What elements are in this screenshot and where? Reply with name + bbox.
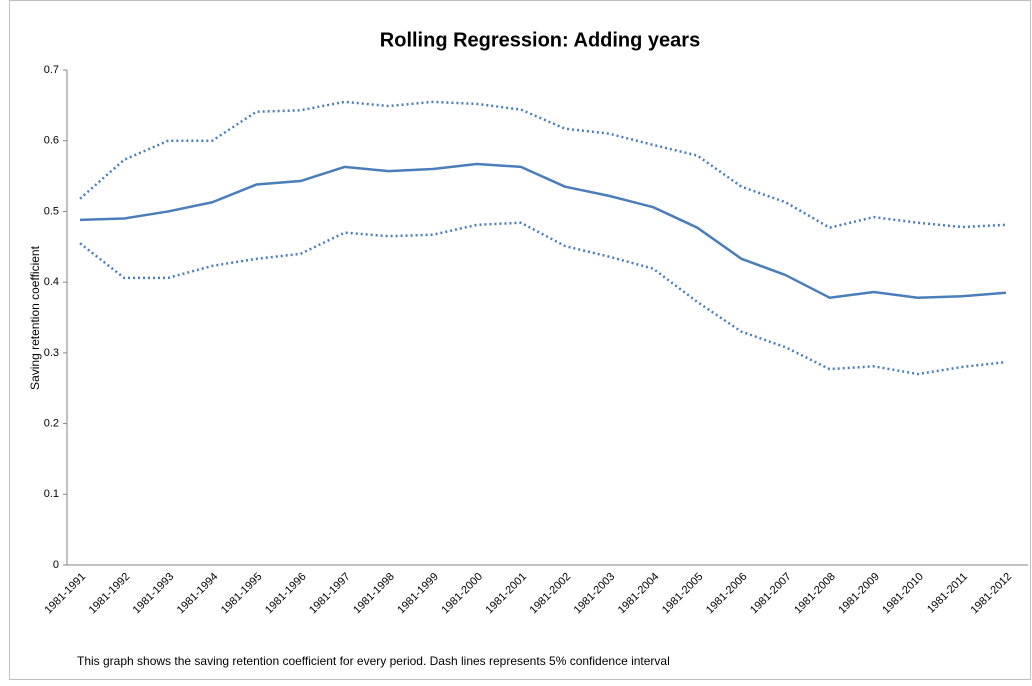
footnote: This graph shows the saving retention co… — [77, 654, 670, 668]
y-tick-label: 0.2 — [44, 417, 59, 429]
y-tick-label: 0 — [53, 559, 59, 571]
y-tick-label: 0.1 — [44, 488, 59, 500]
series-line — [79, 162, 1007, 299]
series-line — [79, 221, 1007, 376]
chart-frame — [9, 0, 1031, 680]
y-tick-label: 0.3 — [44, 347, 59, 359]
y-tick-label: 0.7 — [44, 64, 59, 76]
y-tick-label: 0.5 — [44, 205, 59, 217]
chart-title: Rolling Regression: Adding years — [380, 29, 700, 51]
y-tick-label: 0.4 — [44, 276, 59, 288]
y-tick-label: 0.6 — [44, 135, 59, 147]
y-axis-label: Saving retention coefficient — [28, 245, 42, 390]
